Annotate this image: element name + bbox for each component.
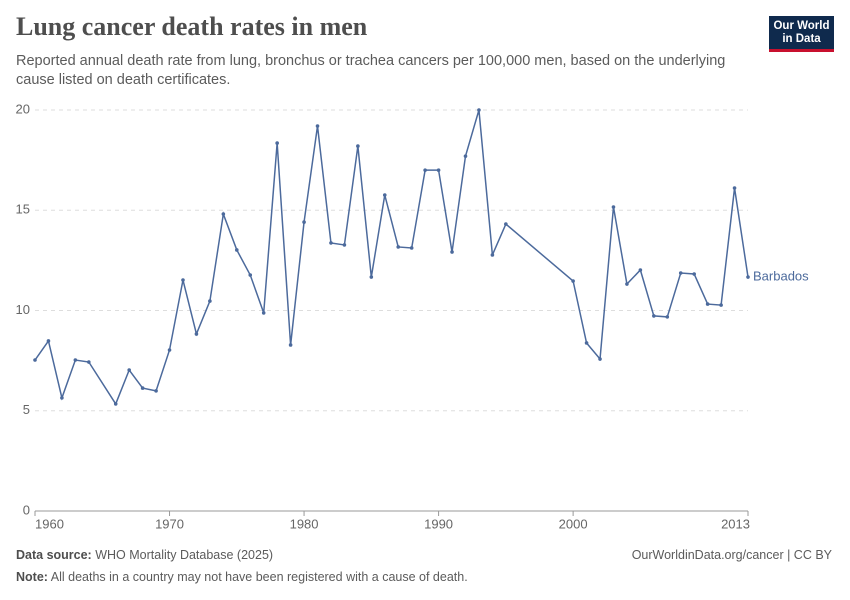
source-label: Data source: [16, 548, 92, 562]
logo[interactable]: Our World in Data [769, 16, 834, 52]
x-tick-label: 1970 [155, 516, 184, 531]
data-point [234, 248, 239, 252]
chart-title: Lung cancer death rates in men [16, 12, 368, 41]
y-tick-label: 15 [16, 202, 30, 217]
data-point [584, 341, 589, 345]
data-point [450, 250, 454, 254]
chart-subtitle: Reported annual death rate from lung, br… [16, 53, 726, 88]
data-point [329, 241, 333, 245]
note: Note: All deaths in a country may not ha… [16, 570, 468, 584]
data-point [315, 124, 320, 128]
logo-line: in Data [782, 33, 821, 45]
data-point [261, 311, 266, 315]
data-point [463, 154, 468, 158]
x-tick-label: 1990 [424, 516, 453, 531]
note-text: All deaths in a country may not have bee… [50, 570, 468, 584]
data-point [382, 193, 387, 197]
data-point [746, 275, 750, 279]
data-point [60, 396, 64, 400]
data-point [396, 245, 401, 249]
data-point [409, 246, 414, 250]
data-point [719, 303, 723, 307]
data-point [356, 144, 360, 148]
data-point [275, 141, 279, 145]
data-point [288, 343, 293, 347]
source-text: WHO Mortality Database (2025) [95, 548, 274, 562]
data-point [342, 243, 347, 247]
data-point [625, 282, 629, 286]
data-point [87, 360, 91, 364]
data-point [705, 302, 710, 306]
y-tick-label: 20 [16, 101, 30, 116]
series-label: Barbados [753, 268, 809, 283]
credit[interactable]: OurWorldinData.org/cancer | CC BY [631, 548, 832, 562]
data-point [477, 108, 481, 112]
data-point [678, 271, 683, 275]
y-tick-label: 5 [23, 402, 30, 417]
data-point [490, 253, 495, 257]
data-point [652, 314, 656, 318]
data-point [598, 357, 602, 361]
data-point [302, 220, 306, 224]
logo-line: Our World [773, 20, 830, 32]
data-point [113, 402, 118, 406]
data-point [181, 278, 185, 282]
x-tick-label: 1960 [35, 516, 64, 531]
data-point [436, 168, 441, 172]
data-point [167, 348, 172, 352]
data-point [248, 273, 253, 277]
note-label: Note: [16, 570, 48, 584]
data-point [571, 279, 575, 283]
data-point [638, 268, 643, 272]
data-point [154, 389, 158, 393]
x-tick-label: 2000 [559, 516, 588, 531]
data-point [33, 358, 37, 362]
series-line [34, 109, 749, 406]
y-tick-label: 0 [23, 502, 30, 517]
data-point [692, 272, 696, 276]
data-point [732, 186, 737, 190]
data-point [73, 358, 78, 362]
data-point [221, 212, 226, 216]
data-point [504, 222, 508, 226]
data-point [127, 368, 131, 372]
x-tick-label: 2013 [721, 516, 750, 531]
source: Data source: WHO Mortality Database (202… [16, 548, 273, 562]
data-point [208, 299, 212, 303]
data-point [611, 205, 616, 209]
x-tick-label: 1980 [290, 516, 319, 531]
y-tick-label: 10 [16, 302, 30, 317]
data-point [369, 275, 374, 279]
data-point [194, 332, 199, 336]
data-point [423, 168, 427, 172]
data-point [665, 315, 670, 319]
data-point [140, 386, 145, 390]
data-point [46, 339, 51, 343]
